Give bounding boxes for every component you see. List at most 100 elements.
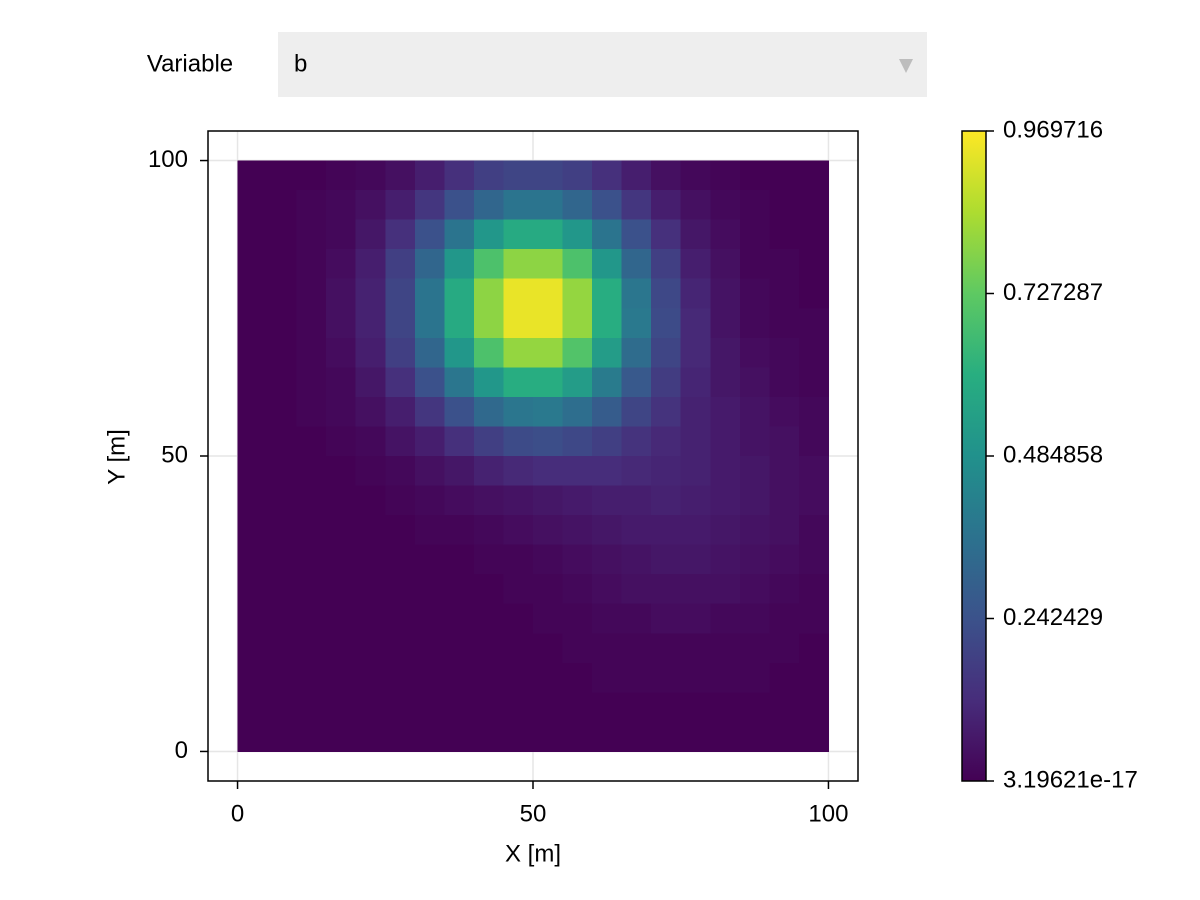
heatmap-cell [562,190,593,221]
heatmap-cell [592,278,623,309]
heatmap-cell [414,633,445,664]
heatmap-cell [267,278,298,309]
heatmap-cell [237,633,268,664]
heatmap-cell [769,603,800,634]
heatmap-cell [385,485,416,516]
heatmap-cell [296,721,327,753]
heatmap-cell [710,190,741,221]
heatmap-cell [237,544,268,575]
dropdown-value[interactable]: b [294,50,307,77]
heatmap-cell [680,308,711,339]
heatmap-cell [710,544,741,575]
heatmap-cell [739,544,770,575]
heatmap-cell [769,456,800,487]
heatmap-cell [621,249,652,280]
heatmap-cell [533,633,564,664]
heatmap-cell [621,160,652,191]
dropdown-box[interactable] [278,32,927,97]
heatmap-cell [680,721,711,753]
heatmap-cell [798,396,830,428]
heatmap-cell [444,337,475,368]
heatmap-cell [385,662,416,693]
heatmap-cell [267,396,298,428]
heatmap-cell [562,544,593,575]
heatmap-cell [798,662,830,693]
heatmap-cell [473,721,505,753]
heatmap-cell [503,426,534,457]
heatmap-cell [355,603,386,634]
heatmap-cell [769,574,800,605]
heatmap-cell [267,515,298,546]
heatmap-cell [710,633,741,664]
heatmap-cell [326,662,357,693]
dropdown[interactable]: b [278,32,927,97]
dropdown-arrow[interactable] [899,59,913,73]
heatmap-cell [473,426,505,457]
heatmap-cell [739,160,770,191]
heatmap-cell [621,190,652,221]
heatmap-cell [385,544,416,575]
heatmap-cell [326,249,357,280]
heatmap-cell [651,308,682,339]
heatmap-cell [680,190,711,221]
heatmap-cell [562,456,593,487]
heatmap-cell [503,249,534,280]
heatmap-cell [769,249,800,280]
heatmap-cell [798,426,830,457]
heatmap-cell [414,485,445,516]
heatmap-cell [798,721,830,753]
heatmap-cell [267,692,298,723]
heatmap-cell [621,367,652,398]
heatmap-cell [621,662,652,693]
heatmap-cell [267,190,298,221]
heatmap-cell [651,515,682,546]
heatmap-cell [562,396,593,428]
heatmap-cell [651,603,682,634]
heatmap-cell [326,544,357,575]
heatmap-cell [385,308,416,339]
heatmap-cell [385,190,416,221]
heatmap-cell [680,219,711,250]
heatmap-cell [651,396,682,428]
heatmap-cell [710,662,741,693]
heatmap-cell [473,308,505,339]
heatmap-cell [562,367,593,398]
heatmap-cell [739,308,770,339]
heatmap-cell [503,485,534,516]
heatmap-cell [533,367,564,398]
heatmap-cell [680,515,711,546]
heatmap-cell [473,603,505,634]
heatmap-cell [473,574,505,605]
colorbar-tick-label: 0.484858 [1003,441,1103,468]
heatmap-cell [414,721,445,753]
heatmap-cell [326,633,357,664]
heatmap-cell [621,633,652,664]
colorbar-tick-label: 3.19621e-17 [1003,766,1138,793]
heatmap-cell [444,367,475,398]
heatmap-cell [562,278,593,309]
heatmap-cell [385,396,416,428]
heatmap-cell [444,456,475,487]
heatmap-cell [651,219,682,250]
heatmap-cell [621,574,652,605]
colorbar-tick-label: 0.969716 [1003,116,1103,143]
heatmap-cell [414,456,445,487]
heatmap-cell [651,721,682,753]
heatmap-cell [296,633,327,664]
heatmap-cell [326,603,357,634]
heatmap-cell [592,515,623,546]
heatmap-cell [267,426,298,457]
heatmap-cell [592,337,623,368]
heatmap-cell [621,337,652,368]
heatmap-cell [533,603,564,634]
heatmap-cell [592,190,623,221]
heatmap-cell [533,308,564,339]
heatmap-cell [621,278,652,309]
heatmap-cell [267,160,298,191]
heatmap-cell [562,249,593,280]
heatmap-cell [296,692,327,723]
heatmap-cell [326,426,357,457]
heatmap-cell [355,721,386,753]
heatmap-cell [710,426,741,457]
heatmap-cell [651,633,682,664]
